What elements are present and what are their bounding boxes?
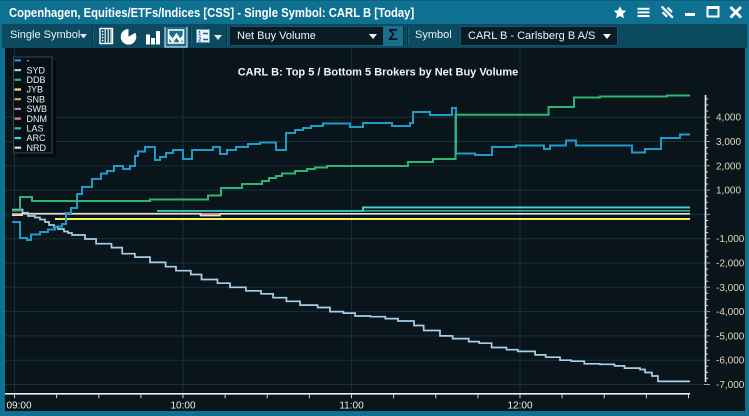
svg-text:JYB: JYB [27,85,44,95]
svg-text:1: 1 [198,32,202,38]
svg-text:2,000: 2,000 [716,161,741,172]
svg-text:4,000: 4,000 [716,113,741,124]
svg-text:SNB: SNB [27,94,46,104]
svg-text:SWB: SWB [27,104,48,114]
svg-text:-: - [27,56,30,66]
svg-text:DNM: DNM [27,114,48,124]
svg-text:3,000: 3,000 [716,137,741,148]
svg-text:-1,000: -1,000 [716,234,745,245]
svg-text:NRD: NRD [27,143,47,153]
svg-text:-3,000: -3,000 [716,283,745,294]
svg-text:-7,000: -7,000 [716,380,745,391]
svg-text:-6,000: -6,000 [716,356,745,367]
svg-text:09:00: 09:00 [7,401,32,412]
svg-text:1,000: 1,000 [716,186,741,197]
svg-text:12:00: 12:00 [507,401,532,412]
svg-text:10:00: 10:00 [170,401,195,412]
svg-text:-5,000: -5,000 [716,331,745,342]
svg-text:CARL B: Top 5 / Bottom 5 Broke: CARL B: Top 5 / Bottom 5 Brokers by Net … [238,67,519,79]
svg-text:-4,000: -4,000 [716,307,745,318]
svg-text:SYD: SYD [27,65,46,75]
svg-text:2: 2 [198,38,202,44]
svg-text:LAS: LAS [27,124,44,134]
svg-text:-2,000: -2,000 [716,259,745,270]
svg-text:ARC: ARC [27,133,47,143]
svg-text:DDB: DDB [27,75,46,85]
svg-text:11:00: 11:00 [339,401,364,412]
